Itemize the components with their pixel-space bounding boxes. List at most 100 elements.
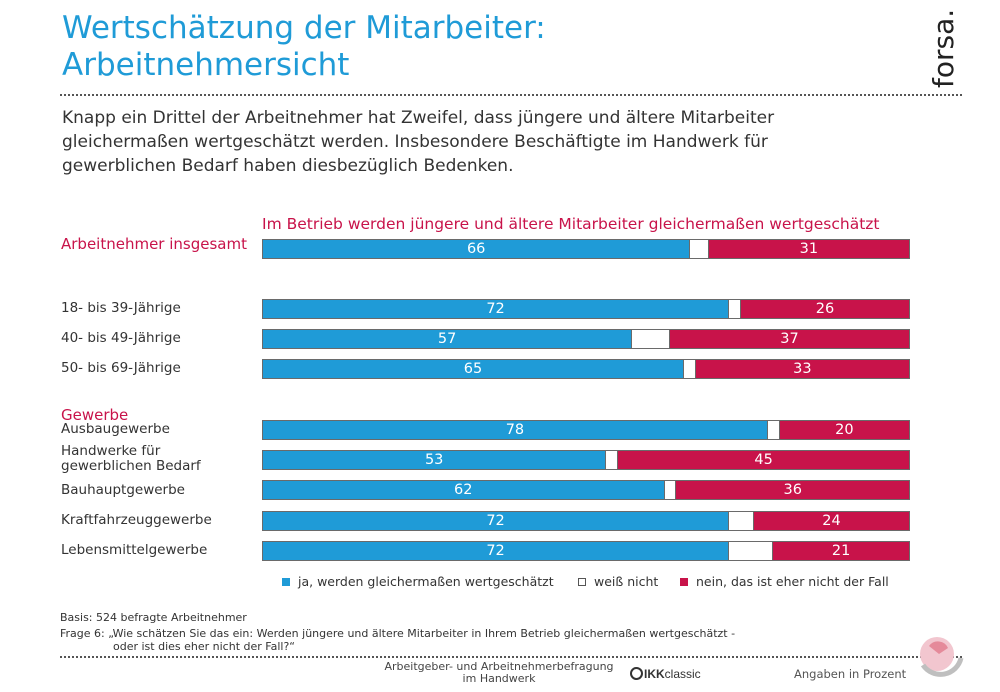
sponsor-rest: classic bbox=[664, 667, 701, 681]
group-header-trade: Gewerbe bbox=[61, 406, 129, 424]
bar-segment-dk bbox=[682, 360, 696, 378]
data-label-yes: 62 bbox=[454, 482, 473, 498]
title-line-2: Arbeitnehmersicht bbox=[62, 47, 350, 83]
category-label-line: Lebensmittelgewerbe bbox=[61, 542, 208, 558]
bar-segment-dk bbox=[689, 240, 709, 258]
bar-row: 72 21 bbox=[262, 541, 910, 561]
bar-segment-no: 31 bbox=[708, 240, 909, 258]
data-label-no: 21 bbox=[831, 543, 851, 559]
sponsor-bold: IKK bbox=[644, 667, 665, 681]
bar-row: 72 26 bbox=[262, 299, 910, 319]
category-label-line: Kraftfahrzeuggewerbe bbox=[61, 512, 212, 528]
legend-swatch-dont-know bbox=[578, 578, 586, 586]
data-label-yes: 78 bbox=[505, 422, 525, 438]
category-label: Kraftfahrzeuggewerbe bbox=[61, 513, 261, 528]
header-divider bbox=[60, 94, 962, 96]
category-label-line: Handwerke für bbox=[61, 443, 161, 459]
data-label-no: 24 bbox=[822, 513, 841, 529]
intro-line-2: gleichermaßen wertgeschätzt werden. Insb… bbox=[62, 132, 768, 152]
bar-segment-no: 21 bbox=[773, 542, 909, 560]
bar-segment-dk bbox=[728, 512, 754, 530]
bar-segment-dk bbox=[605, 451, 619, 469]
legend-label-no: nein, das ist eher nicht der Fall bbox=[696, 574, 889, 589]
data-label-yes: 72 bbox=[486, 301, 505, 317]
bar-segment-yes: 72 bbox=[263, 300, 729, 318]
footnote-question-line-2: oder ist dies eher nicht der Fall?“ bbox=[113, 640, 295, 653]
bar-row: 53 45 bbox=[262, 450, 910, 470]
category-label-line: 50- bis 69-Jährige bbox=[61, 360, 181, 376]
bar-segment-yes: 57 bbox=[263, 330, 632, 348]
data-label-yes: 53 bbox=[424, 452, 444, 468]
legend-label-yes: ja, werden gleichermaßen wertgeschätzt bbox=[298, 574, 554, 589]
legend-item-dont-know: weiß nicht bbox=[578, 574, 658, 589]
category-label-line: gewerblichen Bedarf bbox=[61, 458, 201, 474]
bar-segment-yes: 62 bbox=[263, 481, 664, 499]
title-line-1: Wertschätzung der Mitarbeiter: bbox=[62, 10, 546, 46]
page-title: Wertschätzung der Mitarbeiter: Arbeitneh… bbox=[62, 10, 882, 84]
survey-line-2: im Handwerk bbox=[462, 672, 536, 685]
sponsor-logo: IKKclassic bbox=[630, 667, 701, 681]
category-label-line: 40- bis 49-Jährige bbox=[61, 330, 181, 346]
survey-line-1: Arbeitgeber- und Arbeitnehmerbefragung bbox=[384, 660, 614, 673]
data-label-no: 20 bbox=[835, 422, 854, 438]
bar-row: 78 20 bbox=[262, 420, 910, 440]
bar-row: 66 31 bbox=[262, 239, 910, 259]
category-label-line: 18- bis 39-Jährige bbox=[61, 300, 181, 316]
bar-segment-dk bbox=[631, 330, 670, 348]
legend-item-no: nein, das ist eher nicht der Fall bbox=[680, 574, 889, 589]
category-label: Arbeitnehmer insgesamt bbox=[61, 237, 261, 252]
data-label-yes: 65 bbox=[463, 361, 483, 377]
data-label-no: 31 bbox=[799, 241, 819, 257]
data-label-yes: 66 bbox=[466, 241, 486, 257]
bar-segment-no: 33 bbox=[695, 360, 909, 378]
category-label-line: Arbeitnehmer insgesamt bbox=[61, 235, 247, 253]
footer-divider bbox=[60, 656, 962, 658]
bar-segment-yes: 72 bbox=[263, 512, 729, 530]
bar-row: 65 33 bbox=[262, 359, 910, 379]
footnote-question-line-1: Frage 6: „Wie schätzen Sie das ein: Werd… bbox=[60, 627, 736, 640]
bar-row: 62 36 bbox=[262, 480, 910, 500]
category-label: Bauhauptgewerbe bbox=[61, 483, 261, 498]
footnote-basis: Basis: 524 befragte Arbeitnehmer bbox=[60, 611, 247, 624]
category-label-line: Ausbaugewerbe bbox=[61, 421, 170, 437]
ikk-logo-icon bbox=[630, 667, 643, 680]
forsa-logo-text: forsa. bbox=[927, 9, 960, 88]
data-label-no: 37 bbox=[780, 331, 799, 347]
category-label: 18- bis 39-Jährige bbox=[61, 301, 261, 316]
chart-title: Im Betrieb werden jüngere und ältere Mit… bbox=[262, 215, 880, 233]
bar-segment-dk bbox=[663, 481, 677, 499]
legend: ja, werden gleichermaßen wertgeschätzt w… bbox=[282, 574, 922, 592]
data-label-no: 36 bbox=[783, 482, 802, 498]
category-label: Ausbaugewerbe bbox=[61, 422, 261, 437]
category-label: 40- bis 49-Jährige bbox=[61, 331, 261, 346]
category-label: Handwerke für gewerblichen Bedarf bbox=[61, 444, 261, 474]
bar-segment-no: 37 bbox=[669, 330, 909, 348]
legend-swatch-yes bbox=[282, 578, 290, 586]
bar-segment-no: 20 bbox=[779, 421, 909, 439]
category-label-line: Bauhauptgewerbe bbox=[61, 482, 185, 498]
bar-row: 57 37 bbox=[262, 329, 910, 349]
data-label-no: 26 bbox=[815, 301, 835, 317]
intro-text: Knapp ein Drittel der Arbeitnehmer hat Z… bbox=[62, 106, 892, 178]
bar-segment-yes: 65 bbox=[263, 360, 683, 378]
bar-segment-dk bbox=[728, 542, 774, 560]
bar-segment-yes: 66 bbox=[263, 240, 690, 258]
data-label-yes: 57 bbox=[437, 331, 457, 347]
bar-row: 72 24 bbox=[262, 511, 910, 531]
bar-segment-yes: 78 bbox=[263, 421, 767, 439]
legend-swatch-no bbox=[680, 578, 688, 586]
bar-segment-no: 26 bbox=[741, 300, 909, 318]
legend-item-yes: ja, werden gleichermaßen wertgeschätzt bbox=[282, 574, 554, 589]
bar-segment-yes: 72 bbox=[263, 542, 729, 560]
data-label-no: 45 bbox=[754, 452, 773, 468]
unit-note: Angaben in Prozent bbox=[794, 667, 907, 681]
legend-label-dont-know: weiß nicht bbox=[594, 574, 659, 589]
bar-segment-yes: 53 bbox=[263, 451, 606, 469]
bar-segment-no: 36 bbox=[676, 481, 909, 499]
data-label-yes: 72 bbox=[486, 513, 505, 529]
bar-segment-dk bbox=[728, 300, 742, 318]
survey-name: Arbeitgeber- und Arbeitnehmerbefragung i… bbox=[368, 661, 630, 685]
intro-line-1: Knapp ein Drittel der Arbeitnehmer hat Z… bbox=[62, 108, 775, 128]
category-label: Lebensmittelgewerbe bbox=[61, 543, 261, 558]
bar-segment-dk bbox=[766, 421, 780, 439]
